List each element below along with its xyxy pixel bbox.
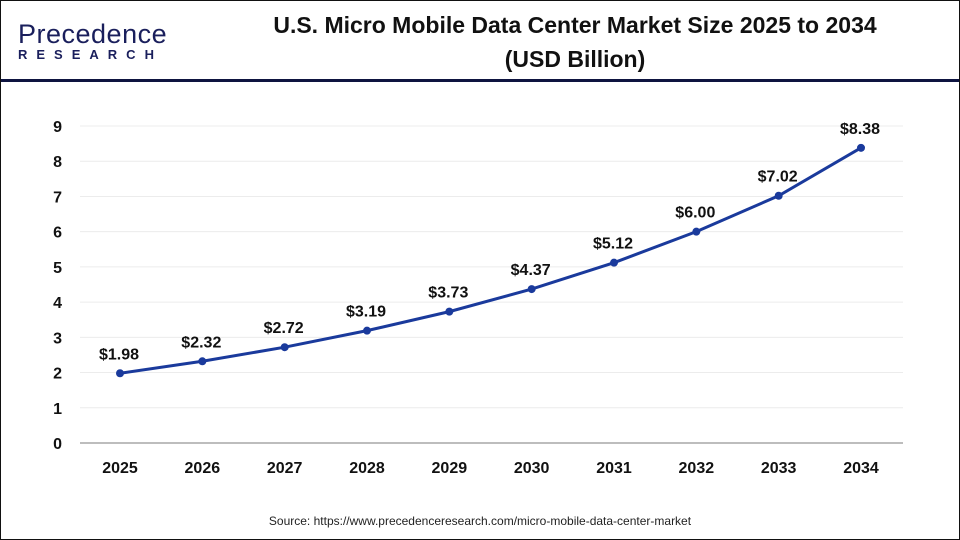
data-point bbox=[445, 307, 454, 316]
x-tick-label: 2034 bbox=[843, 460, 879, 477]
x-tick-label: 2029 bbox=[432, 460, 468, 477]
y-tick-label: 8 bbox=[53, 154, 62, 171]
series-line bbox=[119, 146, 862, 375]
y-tick-label: 5 bbox=[53, 260, 62, 277]
title-line2: (USD Billion) bbox=[504, 46, 646, 72]
y-tick-label: 0 bbox=[53, 436, 62, 453]
precedence-research-logo: Precedence RESEARCH bbox=[18, 20, 167, 62]
x-tick-label: 2030 bbox=[514, 460, 550, 477]
x-tick-label: 2031 bbox=[596, 460, 632, 477]
data-point bbox=[857, 143, 865, 152]
data-label: $6.00 bbox=[675, 205, 715, 222]
logo-line2: RESEARCH bbox=[18, 47, 163, 62]
x-tick-label: 2033 bbox=[761, 460, 797, 477]
x-tick-label: 2032 bbox=[679, 460, 715, 477]
y-tick-label: 2 bbox=[53, 366, 62, 383]
data-point bbox=[198, 357, 207, 366]
data-label: $3.19 bbox=[346, 304, 386, 321]
data-point bbox=[363, 326, 371, 335]
source-note: Source: https://www.precedenceresearch.c… bbox=[268, 514, 692, 528]
header-divider bbox=[1, 79, 959, 82]
data-label: $3.73 bbox=[428, 285, 468, 302]
data-label: $2.72 bbox=[264, 320, 304, 337]
data-label: $4.37 bbox=[511, 262, 551, 279]
logo-line1: Precedence bbox=[18, 19, 168, 49]
y-tick-label: 1 bbox=[53, 401, 62, 418]
data-point bbox=[610, 258, 618, 267]
y-tick-label: 4 bbox=[53, 295, 62, 312]
data-label: $1.98 bbox=[99, 346, 139, 363]
data-label: $7.02 bbox=[758, 169, 798, 186]
x-tick-label: 2026 bbox=[185, 460, 221, 477]
data-point bbox=[774, 191, 783, 200]
x-tick-label: 2027 bbox=[267, 460, 303, 477]
data-point bbox=[527, 285, 536, 294]
y-tick-label: 3 bbox=[53, 330, 62, 347]
data-label: $2.32 bbox=[181, 334, 221, 351]
y-tick-label: 6 bbox=[53, 225, 62, 242]
y-tick-label: 9 bbox=[53, 119, 62, 136]
title-line1: U.S. Micro Mobile Data Center Market Siz… bbox=[273, 12, 877, 38]
x-tick-label: 2028 bbox=[349, 460, 385, 477]
x-tick-label: 2025 bbox=[102, 460, 138, 477]
data-point bbox=[280, 343, 289, 352]
data-point bbox=[692, 227, 701, 236]
y-tick-label: 7 bbox=[53, 189, 62, 206]
chart-title: U.S. Micro Mobile Data Center Market Siz… bbox=[210, 8, 940, 76]
data-point bbox=[116, 369, 124, 378]
data-label: $5.12 bbox=[593, 236, 633, 253]
data-label: $8.38 bbox=[840, 121, 880, 138]
